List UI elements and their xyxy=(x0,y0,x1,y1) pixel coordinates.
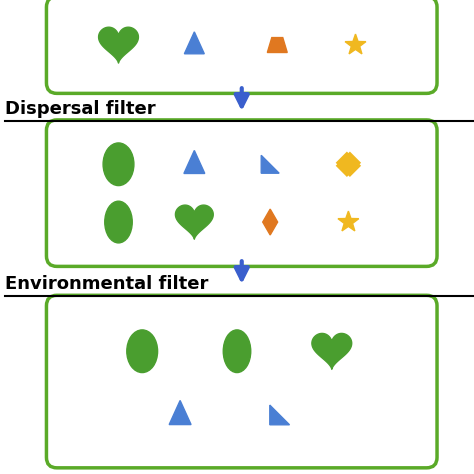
Polygon shape xyxy=(263,209,278,235)
Ellipse shape xyxy=(103,143,134,186)
Polygon shape xyxy=(312,333,352,369)
Polygon shape xyxy=(270,405,290,425)
Polygon shape xyxy=(184,150,205,173)
Ellipse shape xyxy=(105,201,132,243)
Text: Environmental filter: Environmental filter xyxy=(5,275,208,293)
FancyBboxPatch shape xyxy=(46,0,437,93)
Ellipse shape xyxy=(127,330,157,373)
Polygon shape xyxy=(184,32,204,54)
FancyBboxPatch shape xyxy=(46,295,437,468)
Polygon shape xyxy=(169,401,191,425)
Ellipse shape xyxy=(223,330,251,373)
Text: Dispersal filter: Dispersal filter xyxy=(5,100,155,118)
Polygon shape xyxy=(345,34,366,54)
Polygon shape xyxy=(99,27,138,63)
Polygon shape xyxy=(261,155,279,173)
FancyBboxPatch shape xyxy=(46,120,437,266)
Polygon shape xyxy=(175,205,213,239)
Polygon shape xyxy=(267,37,287,53)
Polygon shape xyxy=(338,211,359,231)
